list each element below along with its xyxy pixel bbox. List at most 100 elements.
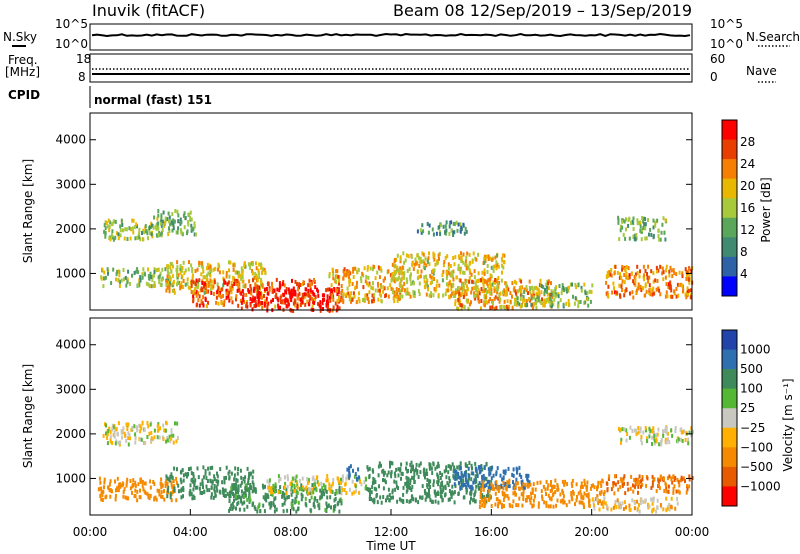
velocity-cell [237,467,240,471]
power-cell [644,282,647,287]
velocity-cell [235,506,237,511]
power-cell [168,289,171,294]
velocity-cell [261,483,264,488]
velocity-cell [234,496,237,501]
power-cell [405,291,408,296]
power-cell [525,303,528,308]
velocity-cell [549,504,552,509]
velocity-cell [463,482,466,487]
velocity-cell [462,483,464,488]
velocity-cell [602,499,605,504]
power-cell [688,280,691,285]
power-cell [550,304,553,309]
velocity-cell [323,492,326,497]
velocity-cell [334,492,337,496]
velocity-cell [231,506,234,511]
velocity-cell [196,485,199,490]
velocity-cell [236,502,239,507]
power-cell [490,287,493,292]
velocity-cell [593,485,596,490]
power-cell [252,295,255,300]
power-cell [586,291,589,296]
velocity-cell [119,484,122,489]
power-cell [160,219,163,224]
velocity-cell [244,491,247,495]
velocity-cell [644,498,647,503]
velocity-cell [561,479,564,484]
velocity-cell [437,464,440,469]
power-cell [461,289,464,294]
power-cell [478,291,481,296]
power-cell [407,254,410,259]
power-cell [511,294,513,299]
power-cell [337,274,340,279]
power-cell [675,294,678,299]
power-cell [489,277,492,282]
velocity-cell [286,508,289,513]
velocity-cell [244,486,247,491]
velocity-cell [414,497,417,502]
power-cell [494,264,497,269]
power-cell [632,279,635,284]
power-cell [317,301,319,306]
power-cell [207,283,210,288]
power-cell [546,292,549,297]
velocity-cell [604,501,607,506]
velocity-cell [222,488,225,493]
velocity-cell [472,497,475,502]
power-cell [420,230,423,235]
power-cell [624,289,627,294]
velocity-cell [674,506,677,511]
velocity-cell [228,508,231,513]
power-cell [332,305,335,310]
velocity-cell [619,485,622,490]
velocity-cell [365,484,367,489]
power-cell [682,288,685,293]
power-cell [408,292,411,296]
power-cell [181,232,184,237]
velocity-cell [407,476,410,481]
velocity-cell [614,474,616,479]
power-cell [625,227,627,232]
velocity-cell [163,489,165,494]
velocity-cell [419,461,422,466]
power-cell [505,290,508,295]
power-cell [580,288,583,293]
velocity-cell [111,441,114,445]
power-cell [356,269,359,274]
power-cell [111,229,114,234]
power-cell [457,297,460,302]
power-cell [181,265,184,270]
velocity-cell [614,503,617,507]
power-cell [244,284,247,289]
velocity-cell [470,496,472,501]
power-cell [451,291,454,296]
velocity-cell [457,475,460,480]
power-cell [569,282,572,287]
velocity-cell [231,501,234,506]
power-cell [627,266,630,271]
power-cell [436,261,439,266]
velocity-cell [316,480,319,485]
power-cell [157,226,160,231]
velocity-cell [631,498,634,503]
velocity-cell [459,486,462,491]
power-cell [153,281,156,286]
power-cell [252,278,254,283]
power-cell [112,237,115,242]
velocity-cell [264,484,266,489]
velocity-cell [621,483,624,488]
velocity-cell [270,501,273,506]
power-cell [531,286,534,291]
velocity-cell [448,476,451,481]
velocity-cell [597,501,600,505]
power-cell [409,294,412,299]
power-cell [409,277,412,282]
power-cell [681,271,684,276]
power-cell [630,221,632,226]
velocity-cell [244,484,247,488]
power-cell [555,285,557,290]
power-cell [260,277,263,282]
power-cell [115,272,118,277]
power-cell [188,212,191,217]
